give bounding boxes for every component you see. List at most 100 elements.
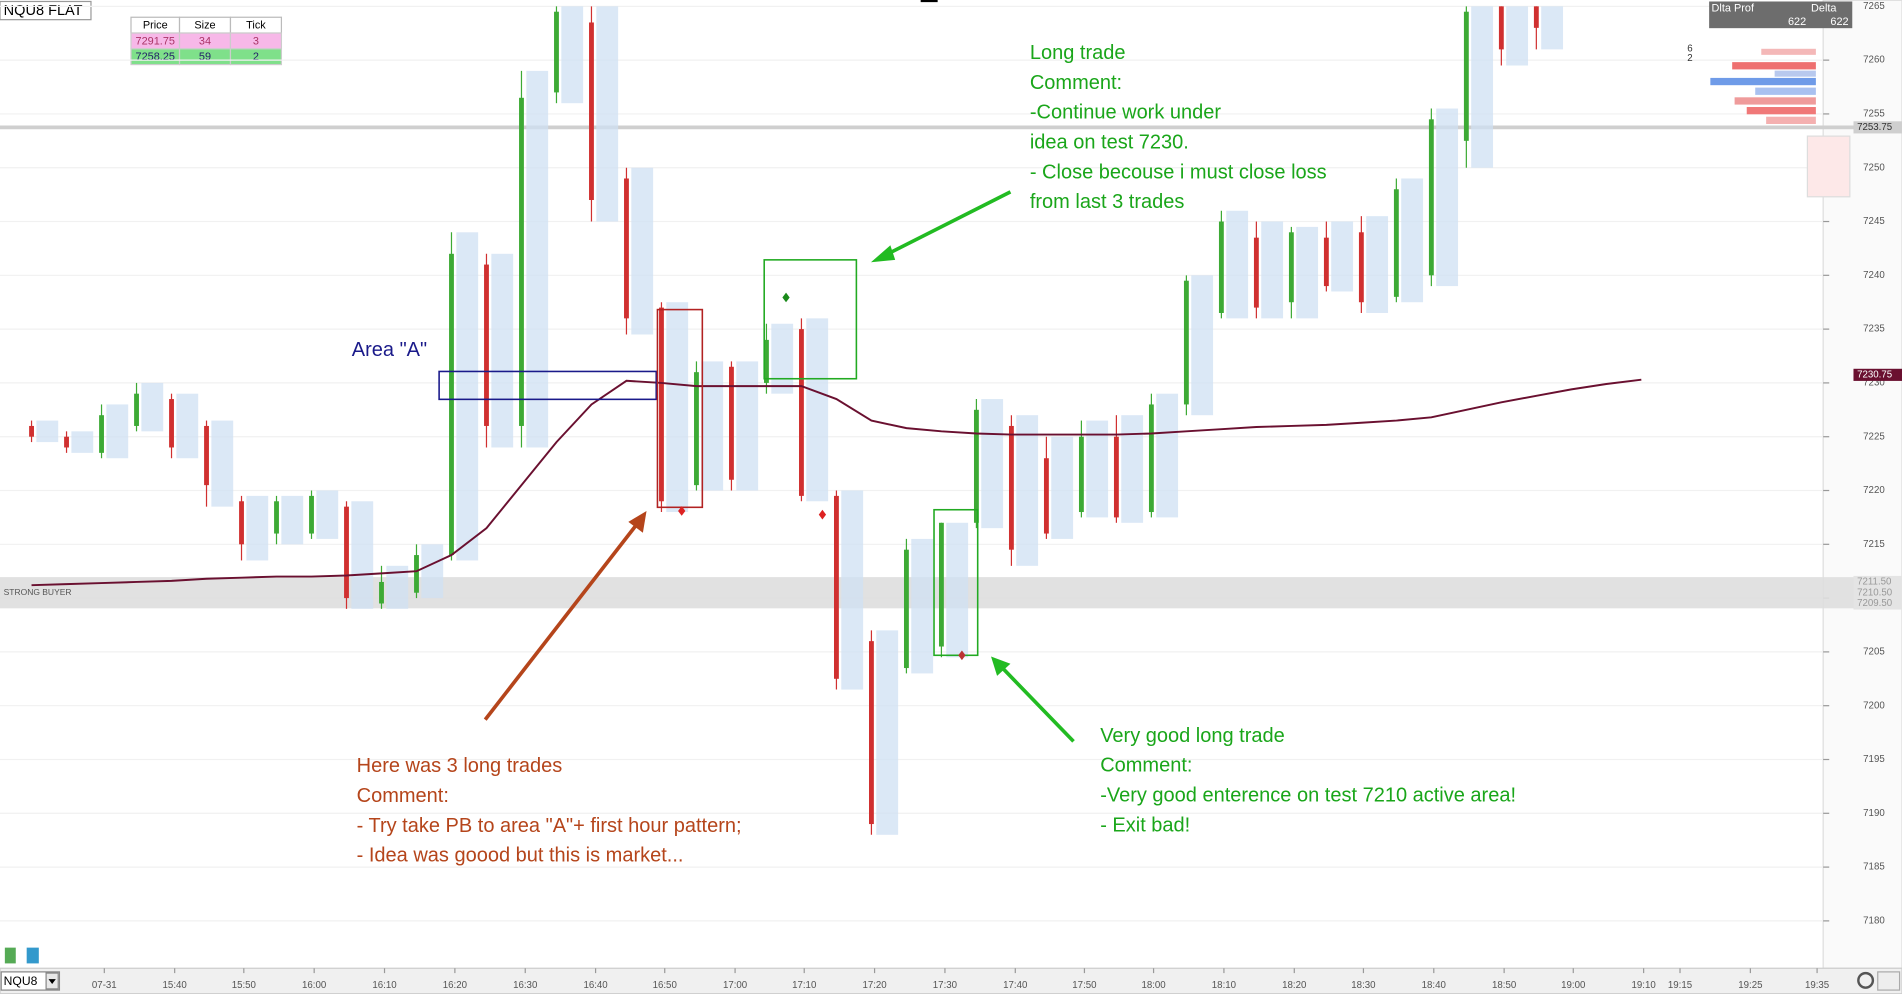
price-tag [1853, 368, 1902, 381]
candle-body [414, 555, 419, 593]
price-tick-label: 7245 [1863, 216, 1885, 227]
candle-body [1043, 458, 1049, 534]
candle-body [1218, 221, 1224, 313]
dom-bar [1806, 135, 1851, 198]
price-tick-label: 7220 [1863, 485, 1885, 496]
candle-body [134, 393, 139, 426]
candle-body [1323, 237, 1329, 287]
time-label: 15:40 [163, 980, 188, 991]
candle-body [239, 501, 244, 545]
axis-button[interactable] [1877, 971, 1901, 991]
footprint [316, 490, 339, 539]
candle-body [1078, 436, 1084, 513]
table-header: Size [194, 20, 215, 32]
area-a-box [438, 370, 658, 401]
trade-box [933, 508, 979, 657]
footprint [1366, 216, 1389, 313]
candle-body [484, 264, 489, 426]
footprint [211, 420, 234, 507]
price-tick-label: 7205 [1863, 646, 1885, 657]
candle-body [554, 11, 559, 93]
candle-body [624, 178, 629, 319]
dom-profile [1710, 48, 1851, 198]
instrument-select[interactable] [0, 971, 61, 991]
candle-body [973, 409, 979, 523]
time-label: 19:00 [1561, 980, 1586, 991]
price-tick-label: 7195 [1863, 754, 1885, 765]
dropdown-arrow [48, 979, 56, 985]
footprint [141, 382, 164, 432]
time-label: 19:10 [1632, 980, 1657, 991]
candle-body [204, 425, 209, 486]
price-tag-label: 7211.50 [1857, 577, 1892, 588]
annotation-line: - Try take PB to area "A"+ first hour pa… [357, 815, 742, 837]
area-label: Area "A" [352, 339, 427, 361]
footprint [876, 630, 899, 835]
footprint [1506, 6, 1529, 66]
footprint [71, 431, 94, 453]
table-cell-text: 7258.25 [136, 51, 175, 63]
candle-body [799, 329, 804, 496]
footprint [1541, 6, 1564, 50]
annotation-line: Very good long trade [1100, 725, 1285, 747]
candle-body [938, 522, 944, 647]
price-tick-label: 7225 [1863, 431, 1885, 442]
annotation-line: Here was 3 long trades [357, 755, 563, 777]
time-label: 17:20 [862, 980, 887, 991]
zoom-button[interactable] [1857, 971, 1875, 989]
footprint [946, 522, 969, 658]
annotation-line: Long trade [1030, 42, 1126, 64]
candle-body [1148, 404, 1154, 513]
time-label: 18:40 [1422, 980, 1447, 991]
footprint [1331, 221, 1354, 292]
toolbar-icon[interactable] [4, 947, 16, 964]
candle-body [1463, 11, 1469, 141]
table-cell-text: 7291.75 [136, 35, 175, 47]
dom-bar [1774, 70, 1816, 77]
candle-body [1498, 6, 1504, 50]
candle-body [64, 436, 69, 448]
candle-body [344, 506, 349, 599]
time-label: 07-31 [92, 980, 117, 991]
candle-body [1008, 425, 1014, 550]
table-cell-text: 59 [199, 51, 211, 63]
price-tag [1853, 597, 1902, 610]
candle-body [309, 495, 314, 534]
price-tick-label: 7265 [1863, 1, 1885, 12]
candle-body [1113, 436, 1119, 518]
trade-box [656, 308, 704, 509]
footprint [526, 70, 549, 448]
level-label: STRONG BUYER [4, 587, 72, 597]
price-tick-label: 7260 [1863, 55, 1885, 66]
footprint [911, 538, 934, 674]
footprint [701, 361, 724, 491]
candle-body [659, 307, 664, 502]
price-tick-label: 7190 [1863, 808, 1885, 819]
annotation-line: Comment: [1100, 755, 1192, 777]
annotation-line: from last 3 trades [1030, 191, 1185, 213]
time-label: 17:30 [933, 980, 958, 991]
footprint [106, 404, 129, 459]
footprint [1051, 436, 1074, 539]
footprint [1436, 108, 1459, 287]
footprint [1016, 415, 1039, 566]
dom-bar [1710, 77, 1816, 86]
table-cell-text: 3 [253, 35, 259, 47]
toolbar-icon[interactable] [26, 947, 39, 964]
time-label: 16:30 [513, 980, 538, 991]
dom-total: 622 [1830, 16, 1848, 28]
order-table: Price Size Tick 7291.75 34 3 7258.25 59 2 [130, 16, 283, 66]
footprint [1261, 221, 1284, 319]
candle-body [1428, 119, 1434, 276]
time-label: 16:40 [583, 980, 608, 991]
footprint [561, 6, 584, 104]
time-label: 19:25 [1738, 980, 1762, 991]
candle-body [1183, 280, 1189, 405]
time-label: 16:20 [443, 980, 468, 991]
price-tag-label: 7253.75 [1857, 122, 1892, 133]
table-header: Price [143, 20, 168, 32]
price-tick-label: 7240 [1863, 270, 1885, 281]
price-tag [1853, 575, 1902, 589]
time-label: 16:00 [302, 980, 327, 991]
candle-body [834, 495, 839, 679]
